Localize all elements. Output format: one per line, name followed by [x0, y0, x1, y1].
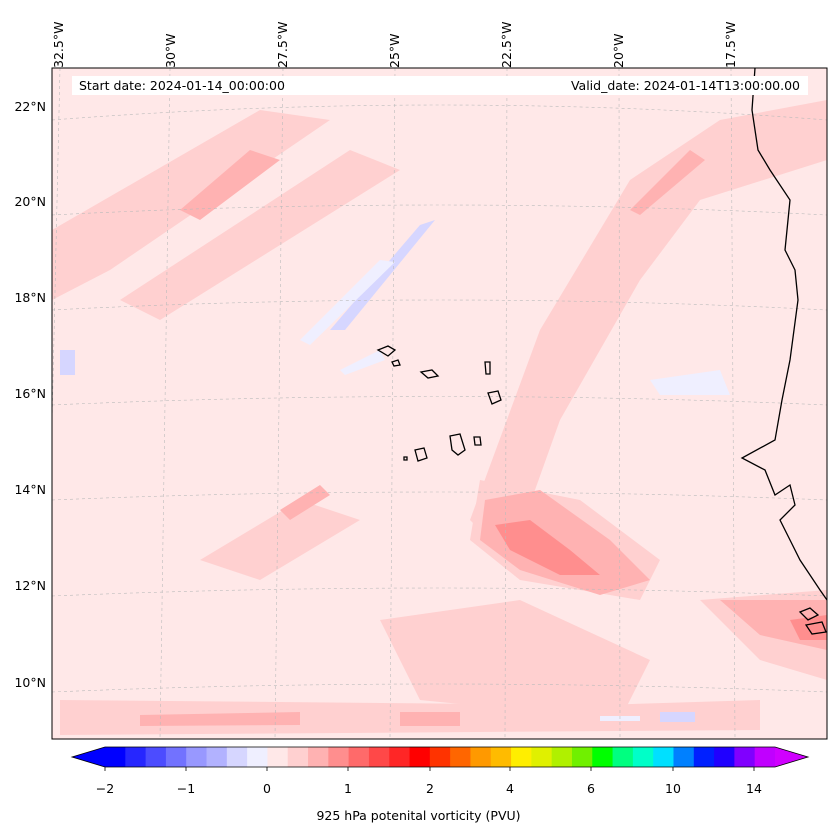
pv-band: [380, 600, 650, 720]
lat-label: 18°N: [14, 290, 46, 305]
colorbar-segment: [490, 747, 512, 767]
colorbar-segment: [551, 747, 573, 767]
pv-band: [400, 712, 460, 726]
colorbar-segment: [105, 747, 126, 767]
lon-label: 30°W: [163, 33, 178, 68]
colorbar-max-extend: [775, 747, 808, 767]
pv-band: [200, 500, 360, 580]
lat-label: 10°N: [14, 675, 46, 690]
colorbar-segment: [673, 747, 695, 767]
graticule: [52, 68, 827, 739]
colorbar: [70, 746, 810, 771]
date-header: [72, 76, 808, 95]
colorbar-segment: [226, 747, 248, 767]
lat-label: 14°N: [14, 482, 46, 497]
colorbar-segment: [754, 747, 776, 767]
colorbar-segment: [328, 747, 350, 767]
colorbar-segment: [592, 747, 614, 767]
colorbar-segments: [105, 747, 776, 767]
colorbar-segment: [206, 747, 228, 767]
colorbar-segment: [734, 747, 756, 767]
pv-negative: [650, 370, 730, 395]
colorbar-tick-label: 10: [665, 781, 681, 796]
colorbar-segment: [308, 747, 329, 767]
lon-label: 25°W: [387, 33, 402, 68]
colorbar-segment: [409, 747, 431, 767]
start-date-text: Start date: 2024-01-14_00:00:00: [79, 78, 285, 93]
colorbar-segment: [125, 747, 147, 767]
colorbar-segment: [165, 747, 187, 767]
pv-band: [140, 712, 300, 726]
lat-label: 22°N: [14, 99, 46, 114]
colorbar-ticks: [104, 767, 755, 771]
colorbar-title: 925 hPa potenital vorticity (PVU): [316, 808, 521, 823]
colorbar-segment: [693, 747, 715, 767]
colorbar-segment: [571, 747, 593, 767]
colorbar-segment: [632, 747, 654, 767]
lat-label: 16°N: [14, 386, 46, 401]
colorbar-segment: [145, 747, 167, 767]
pv-band: [630, 150, 705, 215]
pv-negative: [660, 712, 695, 722]
pv-negative: [330, 220, 435, 330]
colorbar-min-extend: [72, 747, 105, 767]
colorbar-segment: [247, 747, 268, 767]
colorbar-tick-label: 4: [506, 781, 514, 796]
pv-maximum: [495, 520, 600, 575]
pv-negative: [300, 260, 395, 345]
lon-label: 32.5°W: [51, 21, 66, 68]
pv-band: [120, 150, 400, 320]
colorbar-tick-label: 1: [344, 781, 352, 796]
map-frame: [51, 67, 828, 740]
colorbar-segment: [612, 747, 634, 767]
colorbar-tick-label: 14: [746, 781, 762, 796]
colorbar-segment: [714, 747, 735, 767]
colorbar-tick-label: 2: [426, 781, 434, 796]
colorbar-segment: [429, 747, 451, 767]
colorbar-tick-label: 6: [587, 781, 595, 796]
pv-negative: [340, 350, 385, 375]
colorbar-segment: [470, 747, 492, 767]
valid-date-text: Valid_date: 2024-01-14T13:00:00.00: [570, 78, 800, 93]
colorbar-tick-label: 0: [263, 781, 271, 796]
colorbar-segment: [348, 747, 370, 767]
colorbar-segment: [267, 747, 289, 767]
colorbar-segment: [389, 747, 411, 767]
pv-field: [52, 68, 827, 739]
lat-label: 12°N: [14, 578, 46, 593]
colorbar-segment: [531, 747, 553, 767]
lon-label: 17.5°W: [723, 21, 738, 68]
colorbar-segment: [450, 747, 471, 767]
pv-band: [480, 490, 650, 595]
colorbar-segment: [186, 747, 208, 767]
colorbar-tick-label: −1: [176, 781, 196, 796]
lat-label: 20°N: [14, 194, 46, 209]
colorbar-segment: [653, 747, 674, 767]
pv-negative: [60, 350, 75, 375]
cape-verde-islands: [376, 345, 827, 635]
colorbar-segment: [287, 747, 309, 767]
coastline: [740, 68, 827, 601]
colorbar-segment: [511, 747, 532, 767]
lon-label: 27.5°W: [275, 21, 290, 68]
pv-band: [280, 485, 330, 520]
lon-label: 22.5°W: [499, 21, 514, 68]
pv-band: [180, 150, 280, 220]
lon-label: 20°W: [611, 33, 626, 68]
colorbar-segment: [368, 747, 390, 767]
colorbar-tick-label: −2: [95, 781, 115, 796]
